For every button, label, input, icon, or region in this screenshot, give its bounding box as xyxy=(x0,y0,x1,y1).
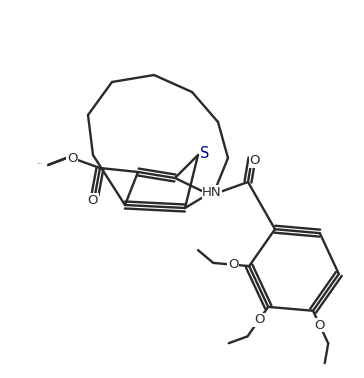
Text: O: O xyxy=(88,194,98,206)
Text: methyl: methyl xyxy=(44,164,49,165)
Text: O: O xyxy=(250,155,260,167)
Text: O: O xyxy=(314,319,325,332)
Text: S: S xyxy=(200,146,210,161)
Text: O: O xyxy=(67,152,77,164)
Text: methyl: methyl xyxy=(37,163,43,164)
Text: O: O xyxy=(254,313,264,327)
Text: HN: HN xyxy=(202,186,222,198)
Text: O: O xyxy=(228,258,238,271)
